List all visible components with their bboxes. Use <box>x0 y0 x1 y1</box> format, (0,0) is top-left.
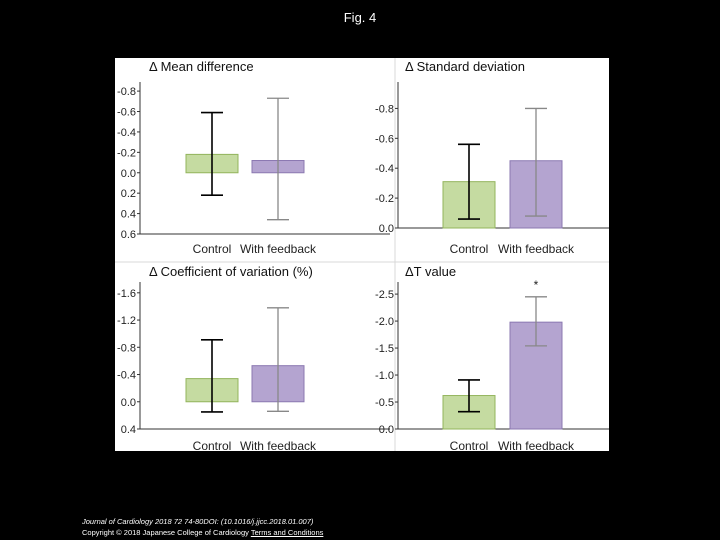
panel-3-tick-label: -0.4 <box>117 370 136 382</box>
panel-4-category-label: With feedback <box>498 439 575 451</box>
panel-2-tick-label: -0.2 <box>375 193 394 205</box>
footer: Journal of Cardiology 2018 72 74-80DOI: … <box>82 516 323 538</box>
panel-4-significance-mark: * <box>534 278 539 292</box>
terms-link[interactable]: Terms and Conditions <box>250 528 324 537</box>
chart-canvas: Δ Mean difference -0.8 -0.6 -0.4 -0.2 0.0 0.2 0… <box>115 58 609 451</box>
panel-1-tick-label: -0.8 <box>117 86 136 98</box>
panel-4-tick-label: -1.5 <box>375 343 394 355</box>
panel-4-tick-label: -2.5 <box>375 289 394 301</box>
panel-3-tick-label: 0.4 <box>121 424 136 436</box>
panel-1-category-label: Control <box>193 242 232 256</box>
panel-3-title: Δ Coefficient of variation (%) <box>149 264 313 279</box>
panel-2-tick-label: 0.0 <box>379 223 394 235</box>
panel-4-tick-label: -1.0 <box>375 370 394 382</box>
copyright-text: Copyright © 2018 Japanese College of Car… <box>82 528 251 537</box>
figure-panel: Δ Mean difference -0.8 -0.6 -0.4 -0.2 0.0 0.2 0… <box>115 58 609 451</box>
panel-4-tick-label: -2.0 <box>375 316 394 328</box>
panel-4-tick-label: 0.0 <box>379 424 394 436</box>
panel-1-tick-label: -0.4 <box>117 127 136 139</box>
panel-2-tick-label: -0.4 <box>375 163 394 175</box>
panel-3-category-label: Control <box>193 439 232 451</box>
panel-1-tick-label: -0.2 <box>117 147 136 159</box>
panel-1-title: Δ Mean difference <box>149 59 254 74</box>
panel-4-category-label: Control <box>450 439 489 451</box>
copyright-line: Copyright © 2018 Japanese College of Car… <box>82 527 323 538</box>
panel-1-tick-label: 0.0 <box>121 168 136 180</box>
figure-title: Fig. 4 <box>343 10 377 25</box>
panel-4-title: ΔT value <box>405 264 456 279</box>
panel-3-tick-label: -0.8 <box>117 342 136 354</box>
panel-2-title: Δ Standard deviation <box>405 59 525 74</box>
panel-3-tick-label: 0.0 <box>121 397 136 409</box>
panel-1-tick-label: 0.6 <box>121 229 136 241</box>
panel-2-category-label: With feedback <box>498 242 575 256</box>
panel-3-tick-label: -1.2 <box>117 315 136 327</box>
panel-1-category-label: With feedback <box>240 242 317 256</box>
panel-2-tick-label: -0.8 <box>375 103 394 115</box>
panel-2-category-label: Control <box>450 242 489 256</box>
panel-1-tick-label: 0.4 <box>121 209 136 221</box>
panel-1-tick-label: 0.2 <box>121 188 136 200</box>
panel-3-category-label: With feedback <box>240 439 317 451</box>
panel-4-tick-label: -0.5 <box>375 397 394 409</box>
panel-2-tick-label: -0.6 <box>375 133 394 145</box>
citation-text: Journal of Cardiology 2018 72 74-80DOI: … <box>82 517 314 526</box>
panel-1-tick-label: -0.6 <box>117 107 136 119</box>
panel-3-tick-label: -1.6 <box>117 288 136 300</box>
